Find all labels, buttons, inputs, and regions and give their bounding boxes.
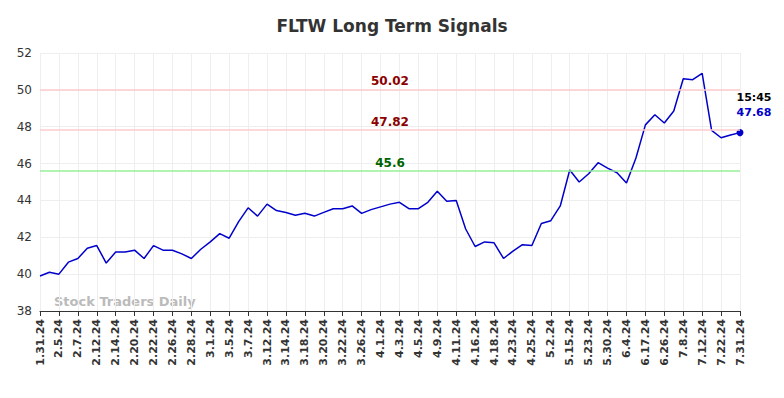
svg-text:3.26.24: 3.26.24 [355,319,368,366]
svg-text:3.18.24: 3.18.24 [298,319,311,366]
svg-text:2.26.24: 2.26.24 [166,319,179,366]
svg-text:7.22.24: 7.22.24 [715,319,728,366]
svg-text:4.9.24: 4.9.24 [431,319,444,358]
svg-text:3.5.24: 3.5.24 [223,319,236,358]
svg-text:48: 48 [17,120,32,134]
svg-text:38: 38 [17,304,32,318]
svg-text:6.17.24: 6.17.24 [639,319,652,366]
svg-text:4.1.24: 4.1.24 [374,319,387,358]
svg-text:42: 42 [17,230,32,244]
svg-text:2.20.24: 2.20.24 [128,319,141,366]
svg-text:2.14.24: 2.14.24 [109,319,122,366]
svg-text:1.31.24: 1.31.24 [34,319,47,366]
svg-text:3.7.24: 3.7.24 [242,319,255,358]
svg-text:4.25.24: 4.25.24 [525,319,538,366]
svg-text:47.82: 47.82 [371,115,409,129]
svg-text:40: 40 [17,267,32,281]
svg-text:2.12.24: 2.12.24 [90,319,103,366]
svg-text:50: 50 [17,83,32,97]
svg-text:3.22.24: 3.22.24 [336,319,349,366]
svg-text:5.15.24: 5.15.24 [563,319,576,366]
svg-text:15:45: 15:45 [736,91,771,104]
svg-text:3.1.24: 3.1.24 [204,319,217,358]
svg-text:44: 44 [17,193,32,207]
svg-text:47.68: 47.68 [737,106,772,119]
svg-text:50.02: 50.02 [371,74,409,88]
svg-text:6.26.24: 6.26.24 [658,319,671,366]
svg-text:2.28.24: 2.28.24 [185,319,198,366]
svg-text:7.12.24: 7.12.24 [696,319,709,366]
svg-text:6.4.24: 6.4.24 [620,319,633,358]
svg-text:4.11.24: 4.11.24 [450,319,463,366]
svg-text:4.5.24: 4.5.24 [412,319,425,358]
svg-text:7.31.24: 7.31.24 [734,319,747,366]
svg-text:4.16.24: 4.16.24 [469,319,482,366]
svg-text:3.12.24: 3.12.24 [261,319,274,366]
svg-text:2.5.24: 2.5.24 [52,319,65,358]
svg-text:3.14.24: 3.14.24 [279,319,292,366]
svg-text:2.7.24: 2.7.24 [71,319,84,358]
svg-text:7.8.24: 7.8.24 [677,319,690,358]
svg-text:52: 52 [17,46,32,60]
svg-text:45.6: 45.6 [375,156,405,170]
svg-text:3.20.24: 3.20.24 [317,319,330,366]
svg-text:46: 46 [17,157,32,171]
svg-text:4.18.24: 4.18.24 [488,319,501,366]
svg-text:FLTW Long Term Signals: FLTW Long Term Signals [276,16,507,36]
svg-text:5.2.24: 5.2.24 [544,319,557,358]
svg-text:5.30.24: 5.30.24 [601,319,614,366]
svg-text:4.23.24: 4.23.24 [506,319,519,366]
svg-text:2.22.24: 2.22.24 [147,319,160,366]
svg-text:4.3.24: 4.3.24 [393,319,406,358]
svg-text:5.23.24: 5.23.24 [582,319,595,366]
svg-text:Stock Traders Daily: Stock Traders Daily [54,294,196,309]
